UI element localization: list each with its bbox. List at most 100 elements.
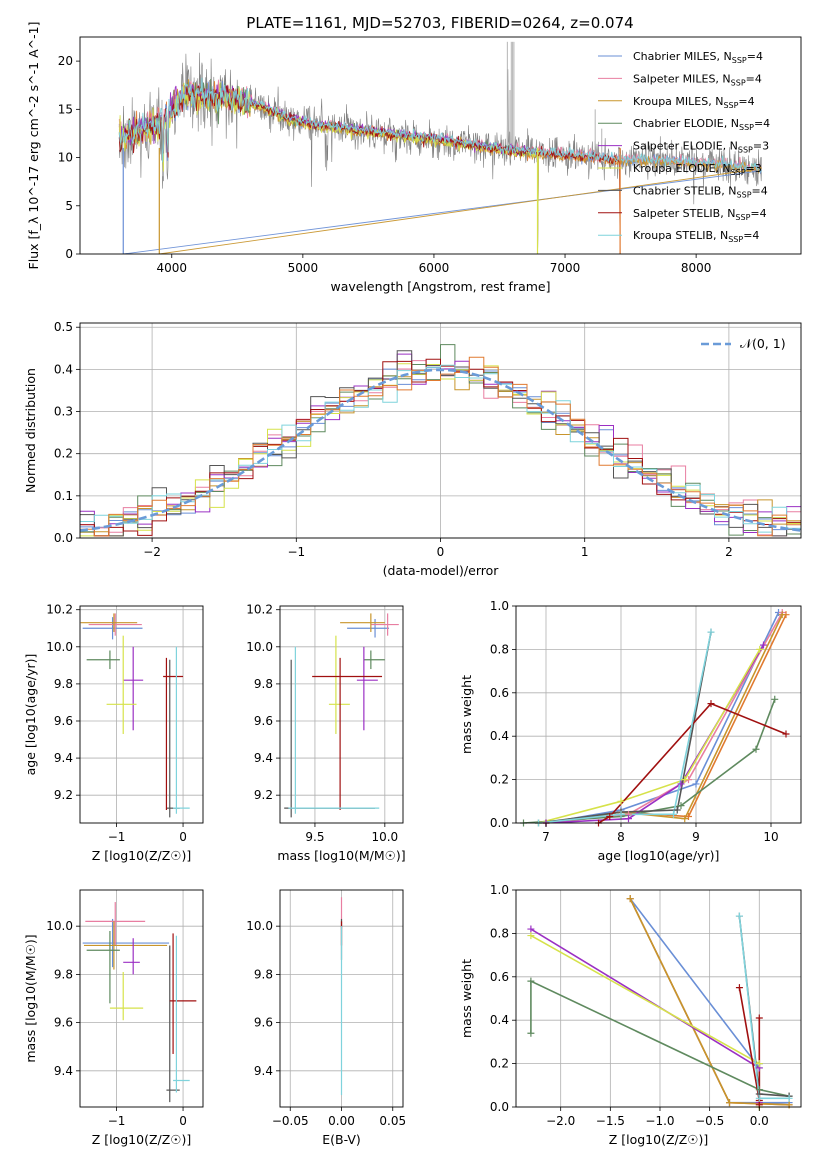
x-tick-label: 7000 — [550, 261, 581, 275]
legend-entry: Kroupa MILES, NSSP=4 — [633, 95, 755, 110]
x-tick-label: 4000 — [156, 261, 187, 275]
x-tick-label: 9 — [692, 830, 700, 844]
x-axis-label: mass [log10(M/M☉)] — [277, 848, 405, 863]
series-line-chabrier-stelib — [738, 915, 790, 1097]
x-tick-label: −0.5 — [695, 1114, 724, 1128]
legend-entry: Chabrier STELIB, NSSP=4 — [633, 184, 768, 199]
x-tick-label: −1 — [108, 830, 126, 844]
data-point — [752, 745, 760, 753]
data-point — [755, 1060, 763, 1068]
errorbar-salpeter-elodie — [123, 938, 140, 975]
y-tick-label: 10.2 — [246, 603, 273, 617]
x-axis-label: E(B-V) — [322, 1132, 361, 1147]
plot-area — [523, 612, 787, 823]
errorbar-salpeter-elodie — [123, 646, 144, 731]
data-point — [625, 815, 632, 823]
x-tick-label: 10 — [763, 830, 778, 844]
series-line-kroupa-stelib — [738, 915, 790, 1100]
errorbar-salpeter-stelib — [169, 933, 197, 1054]
x-tick-label: −2 — [143, 545, 161, 559]
data-point — [681, 776, 689, 784]
y-tick-label: 0.5 — [54, 320, 73, 334]
y-tick-label: 9.2 — [254, 788, 273, 802]
figure-title: PLATE=1161, MJD=52703, FIBERID=0264, z=0… — [246, 14, 633, 32]
y-tick-label: 9.6 — [54, 714, 73, 728]
legend-entry: Kroupa STELIB, NSSP=4 — [633, 229, 759, 244]
panel-age-vs-Z: −1 0 9.2 9.4 9.6 9.8 10.0 10.2 Z [log10(Z/Z☉)] ag… — [23, 603, 204, 863]
y-tick-label: 20 — [58, 54, 73, 68]
x-tick-label: 0 — [437, 545, 445, 559]
y-tick-label: 0.4 — [54, 362, 73, 376]
errorbar-kroupa-stelib — [288, 646, 380, 814]
x-axis-label: Z [log10(Z/Z☉)] — [92, 848, 192, 863]
data-point — [782, 730, 790, 738]
y-tick-label: 0.0 — [54, 531, 73, 545]
y-tick-label: 9.4 — [254, 1064, 273, 1078]
errorbar-kroupa-stelib — [173, 646, 190, 814]
plot-area — [80, 613, 190, 818]
x-axis-label: wavelength [Angstrom, rest frame] — [330, 279, 550, 294]
plot-area — [118, 41, 762, 254]
y-tick-label: 0.4 — [490, 729, 509, 743]
axes-frame — [79, 36, 802, 255]
y-tick-label: 1.0 — [490, 599, 509, 613]
y-tick-label: 0 — [65, 247, 73, 261]
x-tick-label: 10.0 — [371, 830, 398, 844]
x-tick-label: 0.0 — [750, 1114, 769, 1128]
data-point — [626, 895, 634, 903]
y-tick-label: 9.6 — [254, 714, 273, 728]
series-line-chabrier-miles — [545, 612, 780, 823]
data-point — [785, 1094, 793, 1102]
y-tick-label: 0.8 — [490, 642, 509, 656]
data-point — [726, 1099, 734, 1107]
errorbar-chabrier-elodie — [86, 930, 120, 1004]
x-tick-label: 5000 — [288, 261, 319, 275]
x-tick-label: −2.0 — [546, 1114, 575, 1128]
errorbar-salpeter-miles — [85, 902, 146, 946]
errorbar-kroupa-elodie — [106, 635, 137, 734]
data-point — [527, 977, 535, 985]
errorbar-salpeter-elodie — [356, 646, 378, 731]
errorbar-kroupa-miles — [80, 613, 138, 632]
model-fit-kroupa-elodie — [118, 82, 540, 254]
legend-entry: Salpeter STELIB, NSSP=4 — [633, 207, 767, 222]
legend-entry: Salpeter ELODIE, NSSP=3 — [633, 140, 769, 155]
spectrum-legend: Chabrier MILES, NSSP=4 Salpeter MILES, NS… — [598, 50, 770, 244]
data-point — [760, 641, 767, 649]
x-tick-label: −1.0 — [645, 1114, 674, 1128]
y-tick-label: 0.6 — [490, 970, 509, 984]
plot-area — [80, 344, 801, 538]
legend-entry: Kroupa ELODIE, NSSP=3 — [633, 162, 762, 177]
errorbar-kroupa-stelib — [173, 935, 190, 1093]
axes-frame — [279, 605, 404, 824]
data-point — [617, 797, 625, 805]
x-tick-label: 8 — [617, 830, 625, 844]
x-axis-label: age [log10(age/yr)] — [598, 848, 720, 863]
data-point — [681, 815, 689, 823]
panel-residuals: −2 −1 0 1 2 0.0 0.1 0.2 0.3 0.4 0.5 (data-model)/er… — [23, 320, 802, 578]
x-tick-label: 9.5 — [305, 830, 324, 844]
data-point — [673, 806, 681, 814]
y-tick-label: 9.4 — [54, 751, 73, 765]
y-tick-label: 9.4 — [254, 751, 273, 765]
y-tick-label: 0.8 — [490, 926, 509, 940]
series-line-kroupa-elodie — [530, 934, 761, 1107]
series-line-kroupa-stelib — [538, 631, 712, 823]
errorbar-kroupa-miles — [83, 921, 168, 970]
x-tick-label: 0 — [179, 830, 187, 844]
x-tick-label: 7 — [542, 830, 550, 844]
y-tick-label: 0.4 — [490, 1013, 509, 1027]
data-point — [677, 780, 685, 788]
data-point — [778, 611, 786, 619]
y-tick-label: 0.6 — [490, 686, 509, 700]
data-point — [606, 812, 614, 820]
legend-entry: 𝒩(0, 1) — [740, 336, 786, 351]
data-point — [685, 812, 692, 820]
errorbar-chabrier-miles — [347, 618, 390, 638]
panel-massweight-vs-Z: −2.0 −1.5 −1.0 −0.5 0.0 0.0 0.2 0.4 0.6 0.8 1.0 Z [… — [459, 883, 802, 1147]
data-point — [735, 912, 743, 920]
y-tick-label: 0.2 — [490, 773, 509, 787]
y-tick-label: 15 — [58, 102, 73, 116]
y-tick-label: 10.0 — [246, 640, 273, 654]
